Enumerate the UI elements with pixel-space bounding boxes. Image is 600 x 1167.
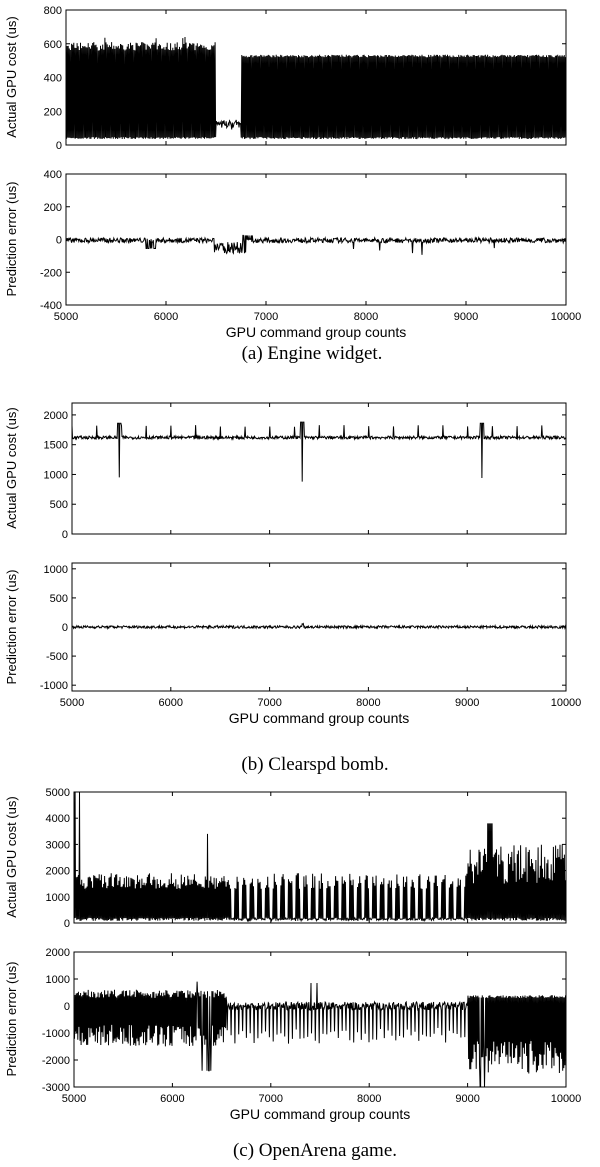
series-line	[71, 622, 567, 631]
plot-frame	[71, 402, 567, 535]
y-tick-label: 0	[56, 235, 62, 247]
y-axis-label: Prediction error (us)	[4, 962, 19, 1077]
y-tick-label: -400	[40, 300, 62, 312]
y-tick-label: -1000	[42, 1028, 70, 1040]
x-tick-label: 7000	[259, 1093, 283, 1105]
y-tick-label: 400	[44, 73, 62, 85]
y-tick-label: 1000	[44, 564, 68, 576]
y-tick-label: 1500	[44, 440, 68, 452]
y-tick-label: 500	[50, 593, 68, 605]
y-tick-label: 0	[62, 529, 68, 541]
chart-panels: 0 200 400 600 800 Actual GPU cost (us) -400 -20…	[4, 5, 581, 1122]
y-tick-label: 4000	[46, 813, 70, 825]
x-tick-label: 5000	[62, 1093, 86, 1105]
y-tick-label: 200	[44, 202, 62, 214]
x-tick-label: 5000	[60, 697, 84, 709]
x-tick-label: 9000	[455, 697, 479, 709]
chart-panel-c-top: 0 1000 2000 3000 4000 5000 Actual GPU cost (us…	[4, 787, 567, 930]
y-axis-label: Actual GPU cost (us)	[4, 407, 19, 528]
x-tick-label: 8000	[357, 1093, 381, 1105]
x-tick-label: 7000	[257, 697, 281, 709]
series-line	[73, 981, 567, 1088]
y-tick-label: -200	[40, 267, 62, 279]
x-tick-label: 10000	[551, 311, 582, 323]
y-tick-label: -2000	[42, 1055, 70, 1067]
chart-panel-a-top: 0 200 400 600 800 Actual GPU cost (us)	[4, 5, 567, 152]
y-tick-label: 0	[64, 1001, 70, 1013]
y-tick-label: -500	[46, 651, 68, 663]
y-tick-label: 0	[56, 140, 62, 152]
y-tick-label: -1000	[40, 680, 68, 692]
y-tick-label: 2000	[44, 410, 68, 422]
y-tick-label: 0	[62, 622, 68, 634]
series-line	[65, 234, 567, 255]
y-tick-label: 500	[50, 499, 68, 511]
series-line	[65, 36, 567, 140]
caption-a: (a) Engine widget.	[242, 343, 383, 364]
chart-panel-b-bottom: -1000 -500 0 500 1000 5000 6000 7000 8000 9000 100…	[4, 562, 582, 726]
y-tick-label: 200	[44, 106, 62, 118]
x-tick-label: 10000	[551, 697, 582, 709]
x-tick-label: 6000	[159, 697, 183, 709]
y-tick-label: 1000	[44, 469, 68, 481]
x-tick-label: 9000	[455, 1093, 479, 1105]
y-tick-label: -3000	[42, 1082, 70, 1094]
y-tick-label: 2000	[46, 866, 70, 878]
y-tick-label: 800	[44, 5, 62, 17]
x-tick-label: 6000	[160, 1093, 184, 1105]
y-axis-label: Prediction error (us)	[4, 570, 19, 685]
chart-panel-c-bottom: -3000 -2000 -1000 0 1000 2000 5000 6000 7000 8000…	[4, 947, 581, 1122]
x-tick-label: 9000	[454, 311, 478, 323]
x-tick-label: 8000	[354, 311, 378, 323]
x-tick-label: 10000	[551, 1093, 582, 1105]
x-tick-label: 5000	[54, 311, 78, 323]
x-axis-label: GPU command group counts	[230, 1106, 411, 1122]
series-line	[73, 791, 567, 923]
plot-frame	[73, 951, 567, 1088]
y-axis-label: Actual GPU cost (us)	[4, 796, 19, 917]
x-tick-label: 7000	[254, 311, 278, 323]
y-tick-label: 600	[44, 39, 62, 51]
y-tick-label: 400	[44, 169, 62, 181]
y-axis-label: Prediction error (us)	[4, 182, 19, 297]
y-tick-label: 0	[64, 918, 70, 930]
chart-panel-b-top: 0 500 1000 1500 2000 Actual GPU cost (us)	[4, 402, 567, 541]
y-axis-label: Actual GPU cost (us)	[4, 16, 19, 137]
x-axis-label: GPU command group counts	[226, 324, 407, 340]
caption-c: (c) OpenArena game.	[233, 1140, 397, 1161]
x-axis-label: GPU command group counts	[229, 710, 410, 726]
y-tick-label: 1000	[46, 892, 70, 904]
caption-b: (b) Clearspd bomb.	[241, 754, 388, 775]
x-tick-label: 6000	[154, 311, 178, 323]
series-line	[71, 421, 567, 482]
y-tick-label: 2000	[46, 947, 70, 959]
x-tick-label: 8000	[356, 697, 380, 709]
y-tick-label: 5000	[46, 787, 70, 799]
plot-frame	[73, 791, 567, 924]
y-tick-label: 3000	[46, 839, 70, 851]
y-tick-label: 1000	[46, 974, 70, 986]
chart-panel-a-bottom: -400 -200 0 200 400 5000 6000 7000 8000 9000 10000…	[4, 169, 581, 340]
